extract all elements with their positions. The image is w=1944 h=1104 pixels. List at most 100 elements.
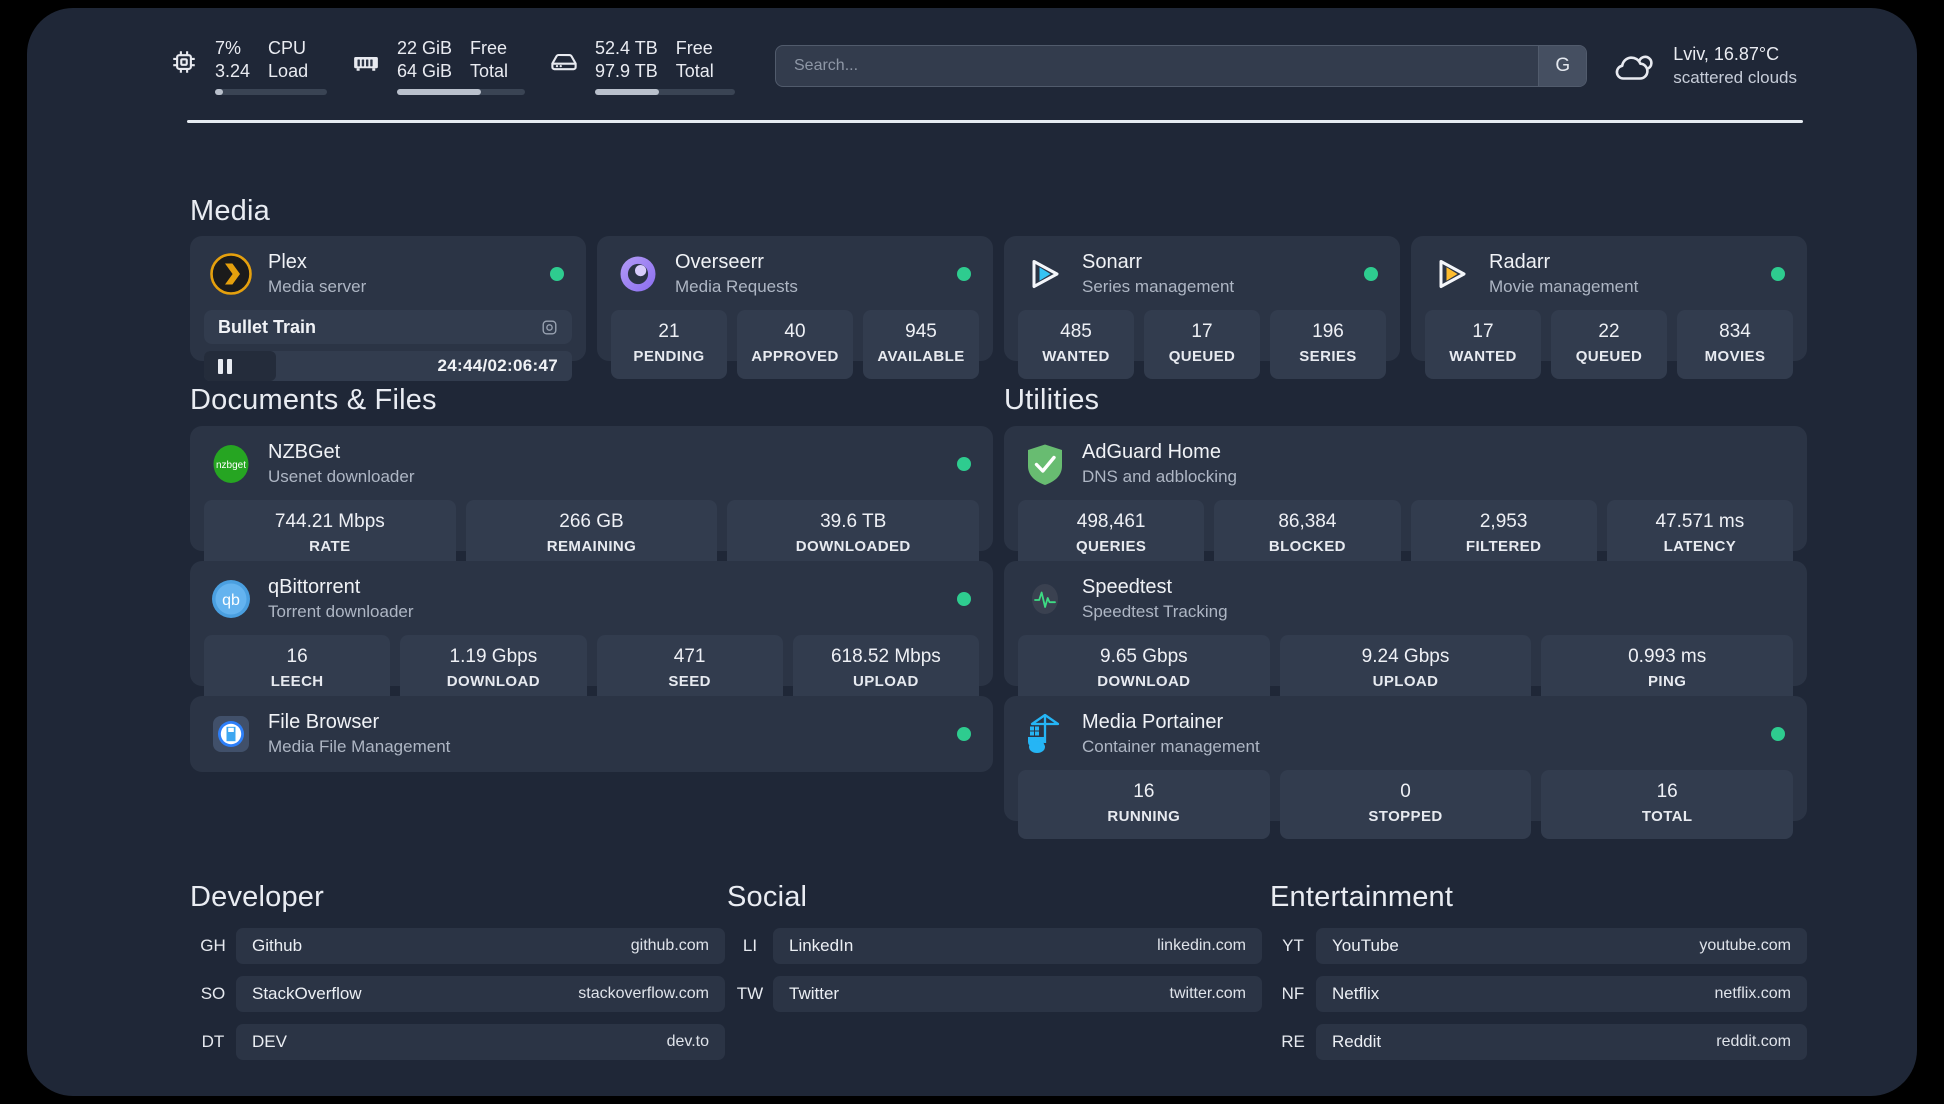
plex-progress-bar[interactable]: 24:44/02:06:47	[204, 351, 572, 381]
file-browser-card-titles: File Browser Media File Management	[268, 710, 450, 758]
settings-icon[interactable]	[541, 319, 558, 336]
speedtest-desc: Speedtest Tracking	[1082, 602, 1228, 621]
bookmark-linkedin[interactable]: LI LinkedIn linkedin.com	[727, 928, 1262, 964]
overseerr-card-titles: Overseerr Media Requests	[675, 250, 798, 298]
speedtest-stats: 9.65 Gbps DOWNLOAD 9.24 Gbps UPLOAD 0.99…	[1018, 635, 1794, 704]
bookmark-pill[interactable]: YouTube youtube.com	[1316, 928, 1807, 964]
cpu-usage-value: 7%	[215, 38, 242, 58]
card-radarr[interactable]: Radarr Movie management 17 WANTED 22 QUE…	[1411, 236, 1807, 379]
plex-desc: Media server	[268, 277, 367, 296]
weather-location-temp: Lviv, 16.87°C	[1673, 44, 1780, 64]
overseerr-card-header: Overseerr Media Requests	[611, 248, 979, 300]
stat-value: 485	[1060, 321, 1092, 342]
bookmark-reddit[interactable]: RE Reddit reddit.com	[1270, 1024, 1807, 1060]
stat-label: PENDING	[633, 348, 705, 365]
card-nzbget[interactable]: nzbget NZBGet Usenet downloader 744.21 M…	[190, 426, 993, 569]
radarr-icon	[1431, 253, 1473, 295]
stat-cell: 744.21 Mbps RATE	[204, 500, 456, 569]
memory-stat-group[interactable]: 22 GiB 64 GiB Free Total	[349, 37, 525, 95]
disk-stat-group[interactable]: 52.4 TB 97.9 TB Free Total	[547, 37, 735, 95]
plex-card-titles: Plex Media server	[268, 250, 366, 298]
bookmark-stackoverflow[interactable]: SO StackOverflow stackoverflow.com	[190, 976, 725, 1012]
stat-label: UPLOAD	[853, 673, 919, 690]
stat-cell: 86,384 BLOCKED	[1214, 500, 1401, 569]
memory-stat-block: 22 GiB 64 GiB Free Total	[397, 37, 525, 95]
bookmark-pill[interactable]: Twitter twitter.com	[773, 976, 1262, 1012]
card-media-portainer[interactable]: Media Portainer Container management 16 …	[1004, 696, 1807, 839]
bookmark-pill[interactable]: Reddit reddit.com	[1316, 1024, 1807, 1060]
disk-label-top: Free	[675, 38, 713, 58]
search-bar[interactable]: G	[775, 45, 1588, 87]
cpu-stat-group[interactable]: 7% 3.24 CPU Load	[167, 37, 327, 95]
bookmark-github[interactable]: GH Github github.com	[190, 928, 725, 964]
card-adguard-home[interactable]: AdGuard Home DNS and adblocking 498,461 …	[1004, 426, 1807, 569]
stat-value: 618.52 Mbps	[830, 646, 941, 667]
sonarr-name: Sonarr	[1082, 251, 1143, 273]
stat-cell: 498,461 QUERIES	[1018, 500, 1205, 569]
bookmark-pill[interactable]: StackOverflow stackoverflow.com	[236, 976, 725, 1012]
bookmark-name: DEV	[252, 1032, 287, 1051]
memory-label-bottom: Total	[470, 61, 509, 81]
adguard-name: AdGuard Home	[1082, 441, 1221, 463]
disk-free-value: 52.4 TB	[595, 38, 658, 58]
disk-label-bottom: Total	[675, 61, 714, 81]
stat-label: AVAILABLE	[877, 348, 965, 365]
stat-cell: 16 RUNNING	[1018, 770, 1270, 839]
cpu-load-value: 3.24	[215, 61, 251, 81]
stat-value: 945	[905, 321, 937, 342]
cpu-stat-block: 7% 3.24 CPU Load	[215, 37, 327, 95]
bookmark-name: Twitter	[789, 984, 840, 1003]
stat-cell: 39.6 TB DOWNLOADED	[727, 500, 980, 569]
memory-total-value: 64 GiB	[397, 61, 453, 81]
file-browser-card-header: File Browser Media File Management	[204, 708, 979, 760]
stat-value: 9.65 Gbps	[1100, 646, 1188, 667]
stat-value: 2,953	[1479, 511, 1528, 532]
bookmark-dev[interactable]: DT DEV dev.to	[190, 1024, 725, 1060]
stat-value: 196	[1312, 321, 1344, 342]
stat-value: 22	[1598, 321, 1620, 342]
card-file-browser[interactable]: File Browser Media File Management	[190, 696, 993, 772]
scattered-clouds-icon	[1609, 46, 1659, 86]
disk-labels: Free Total	[676, 37, 714, 83]
adguard-card-titles: AdGuard Home DNS and adblocking	[1082, 440, 1237, 488]
plex-progress-fill	[204, 351, 276, 381]
nzbget-status-dot	[957, 457, 971, 471]
search-engine-button[interactable]: G	[1538, 46, 1587, 86]
memory-usage-bar	[397, 89, 525, 95]
radarr-desc: Movie management	[1489, 277, 1639, 296]
bookmark-pill[interactable]: LinkedIn linkedin.com	[773, 928, 1262, 964]
disk-icon	[547, 45, 581, 79]
stat-value: 17	[1472, 321, 1494, 342]
developer-section-title: Developer	[190, 881, 324, 913]
card-overseerr[interactable]: Overseerr Media Requests 21 PENDING 40 A…	[597, 236, 993, 379]
bookmark-pill[interactable]: Netflix netflix.com	[1316, 976, 1807, 1012]
card-speedtest[interactable]: Speedtest Speedtest Tracking 9.65 Gbps D…	[1004, 561, 1807, 704]
stat-cell: 9.24 Gbps UPLOAD	[1279, 635, 1532, 704]
stat-cell: 16 LEECH	[204, 635, 391, 704]
stat-label: DOWNLOAD	[1097, 673, 1191, 690]
bookmark-badge: GH	[200, 936, 226, 955]
bookmark-pill[interactable]: DEV dev.to	[236, 1024, 725, 1060]
radarr-stats: 17 WANTED 22 QUEUED 834 MOVIES	[1425, 310, 1793, 379]
stat-label: SERIES	[1299, 348, 1357, 365]
social-section-title: Social	[727, 881, 808, 913]
sonarr-card-header: Sonarr Series management	[1018, 248, 1386, 300]
pause-icon[interactable]	[218, 358, 232, 374]
cpu-icon	[167, 45, 201, 79]
weather-widget[interactable]: Lviv, 16.87°C scattered clouds	[1609, 43, 1797, 89]
stat-value: 16	[1133, 781, 1155, 802]
header-divider	[187, 120, 1803, 123]
bookmark-netflix[interactable]: NF Netflix netflix.com	[1270, 976, 1807, 1012]
card-plex[interactable]: Plex Media server Bullet Train 24:44/02:…	[190, 236, 586, 381]
adguard-desc: DNS and adblocking	[1082, 467, 1237, 486]
entertainment-section-title: Entertainment	[1270, 881, 1454, 913]
memory-values: 22 GiB 64 GiB	[397, 37, 452, 83]
bookmark-youtube[interactable]: YT YouTube youtube.com	[1270, 928, 1807, 964]
nzbget-stats: 744.21 Mbps RATE 266 GB REMAINING 39.6 T…	[204, 500, 980, 569]
card-qbittorrent[interactable]: qb qBittorrent Torrent downloader 16 LEE…	[190, 561, 993, 704]
card-sonarr[interactable]: Sonarr Series management 485 WANTED 17 Q…	[1004, 236, 1400, 379]
bookmark-twitter[interactable]: TW Twitter twitter.com	[727, 976, 1262, 1012]
sonarr-card-titles: Sonarr Series management	[1082, 250, 1234, 298]
search-input[interactable]	[776, 46, 1539, 86]
bookmark-pill[interactable]: Github github.com	[236, 928, 725, 964]
